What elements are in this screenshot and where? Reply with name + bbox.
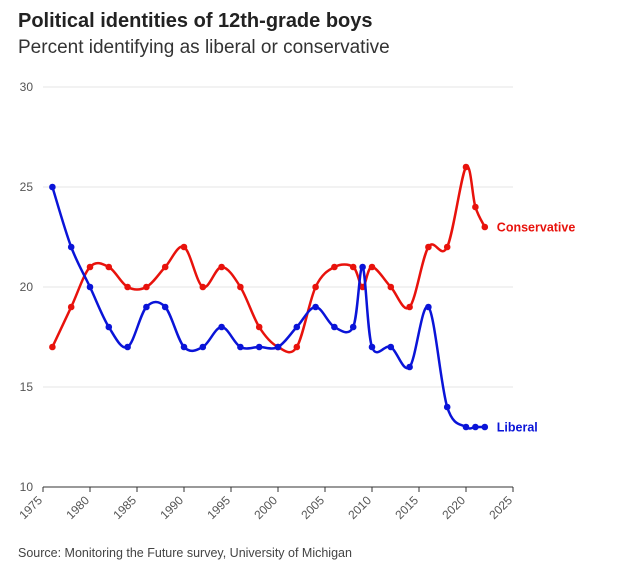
- liberal-point: [49, 183, 56, 191]
- conservative-point: [67, 303, 75, 311]
- conservative-point: [443, 243, 451, 251]
- conservative-point: [312, 283, 319, 291]
- grid-lines: [43, 86, 513, 388]
- liberal-point: [105, 323, 113, 331]
- conservative-point: [349, 263, 357, 271]
- conservative-point: [161, 263, 169, 271]
- conservative-point: [472, 203, 479, 211]
- x-tick-label: 2025: [486, 493, 515, 522]
- y-tick-label: 20: [20, 280, 34, 294]
- liberal-point: [443, 403, 451, 411]
- conservative-point: [180, 243, 188, 251]
- x-tick-label: 1975: [16, 493, 45, 522]
- liberal-point: [274, 343, 282, 351]
- chart-title: Political identities of 12th-grade boys: [18, 10, 373, 32]
- liberal-point: [237, 343, 244, 351]
- liberal-point: [143, 303, 150, 311]
- liberal-line: [51, 185, 487, 430]
- x-tick-label: 1985: [110, 493, 139, 522]
- liberal-point: [387, 343, 395, 351]
- liberal-point: [161, 303, 169, 311]
- liberal-point: [312, 303, 319, 311]
- liberal-label: Liberal: [497, 421, 538, 435]
- x-tick-label: 2020: [439, 493, 468, 522]
- liberal-point: [124, 343, 131, 351]
- x-tick-label: 1995: [204, 493, 233, 522]
- liberal-point: [293, 323, 301, 331]
- liberal-point: [359, 263, 366, 271]
- conservative-point: [425, 243, 432, 251]
- liberal-point: [218, 323, 225, 331]
- series-group: [49, 163, 489, 431]
- series-liberal: [49, 183, 489, 431]
- x-tick-label: 2000: [251, 493, 280, 522]
- liberal-point: [472, 423, 479, 431]
- conservative-point: [199, 283, 207, 291]
- series-labels: Conservative Liberal: [497, 221, 576, 435]
- x-axis: 1975 1980 1985 1990 1995 2000 2005 2010 2015 2020…: [16, 486, 515, 522]
- y-tick-label: 30: [20, 80, 34, 94]
- conservative-point: [462, 163, 470, 171]
- y-tick-label: 25: [20, 180, 34, 194]
- liberal-point: [331, 323, 338, 331]
- liberal-point: [180, 343, 188, 351]
- x-tick-label: 2010: [345, 493, 374, 522]
- conservative-point: [86, 263, 94, 271]
- liberal-point: [425, 303, 432, 311]
- y-axis: 10 15 20 25 30: [20, 80, 34, 494]
- conservative-point: [387, 283, 395, 291]
- liberal-point: [199, 343, 207, 351]
- conservative-point: [406, 303, 413, 311]
- liberal-point: [255, 343, 263, 351]
- chart-subtitle: Percent identifying as liberal or conser…: [18, 37, 390, 58]
- conservative-point: [237, 283, 244, 291]
- y-tick-label: 15: [20, 380, 34, 394]
- conservative-point: [105, 263, 113, 271]
- conservative-point: [293, 343, 301, 351]
- x-tick-label: 1990: [157, 493, 186, 522]
- conservative-point: [49, 343, 56, 351]
- x-tick-label: 1980: [63, 493, 92, 522]
- conservative-point: [331, 263, 338, 271]
- x-tick-label: 2015: [392, 493, 421, 522]
- y-tick-label: 10: [20, 480, 34, 494]
- liberal-point: [349, 323, 357, 331]
- conservative-point: [218, 263, 225, 271]
- liberal-point: [86, 283, 94, 291]
- source-note: Source: Monitoring the Future survey, Un…: [18, 546, 352, 560]
- conservative-point: [481, 223, 489, 231]
- conservative-point: [124, 283, 131, 291]
- liberal-point: [67, 243, 75, 251]
- liberal-point: [462, 423, 470, 431]
- conservative-label: Conservative: [497, 221, 576, 235]
- conservative-point: [143, 283, 150, 291]
- series-conservative: [49, 163, 489, 354]
- conservative-point: [255, 323, 263, 331]
- liberal-point: [406, 363, 413, 371]
- liberal-point: [481, 423, 489, 431]
- conservative-point: [368, 263, 376, 271]
- liberal-point: [368, 343, 376, 351]
- x-tick-label: 2005: [298, 493, 327, 522]
